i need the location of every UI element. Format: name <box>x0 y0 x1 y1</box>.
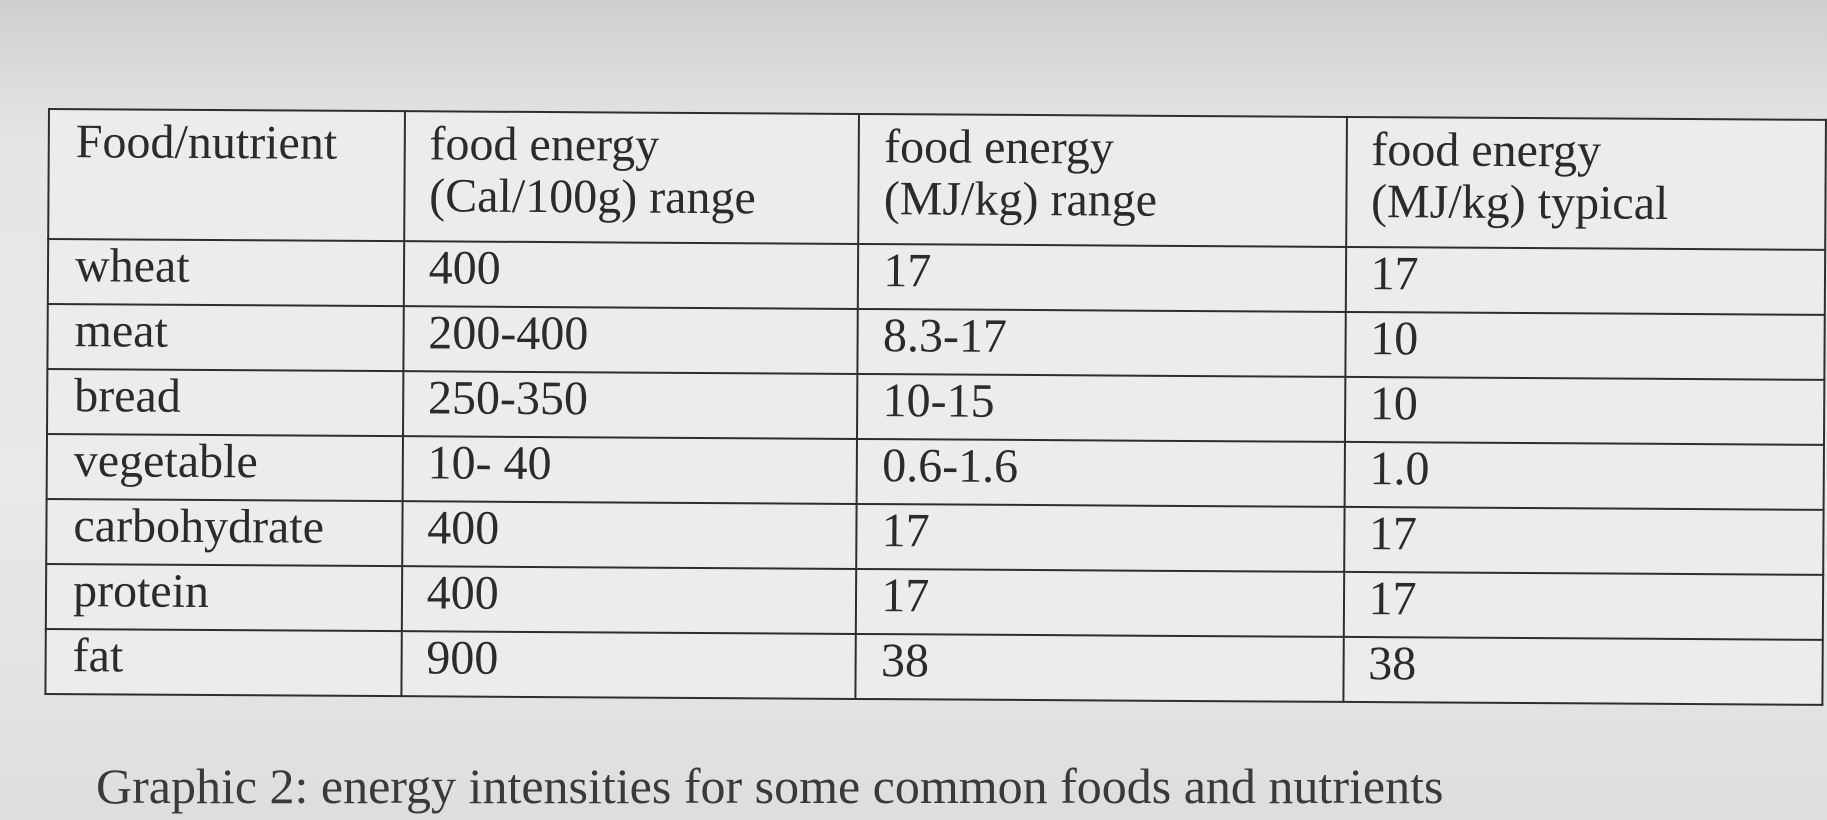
cell-mj-range: 0.6-1.6 <box>856 438 1345 507</box>
table-row: bread 250-350 10-15 10 <box>47 369 1825 445</box>
header-line: food energy <box>883 120 1114 175</box>
cell-mj-range: 8.3-17 <box>857 308 1346 377</box>
header-line: (Cal/100g) range <box>429 169 756 225</box>
cell-cal-range: 400 <box>401 566 857 634</box>
cell-mj-typical: 1.0 <box>1344 441 1824 510</box>
cell-cal-range: 400 <box>401 501 857 569</box>
cell-food: carbohydrate <box>46 498 403 567</box>
table-header-row: Food/nutrient food energy (Cal/100g) ran… <box>48 109 1826 250</box>
cell-mj-typical: 10 <box>1344 376 1825 445</box>
cell-food: fat <box>45 628 402 697</box>
table-row: meat 200-400 8.3-17 10 <box>47 304 1825 380</box>
cell-mj-range: 10-15 <box>857 373 1345 442</box>
cell-mj-range: 17 <box>856 568 1344 637</box>
header-line: (MJ/kg) range <box>883 172 1158 227</box>
header-line: food energy <box>429 117 660 172</box>
cell-mj-typical: 17 <box>1345 246 1826 315</box>
cell-food: meat <box>47 304 404 372</box>
cell-mj-range: 38 <box>855 633 1344 702</box>
cell-mj-range: 17 <box>856 503 1345 572</box>
table-row: vegetable 10- 40 0.6-1.6 1.0 <box>46 434 1824 510</box>
header-mj-typical: food energy (MJ/kg) typical <box>1345 116 1826 250</box>
cell-mj-typical: 10 <box>1344 311 1825 380</box>
cell-mj-typical: 38 <box>1342 636 1823 705</box>
cell-food: protein <box>45 563 402 632</box>
table-row: wheat 400 17 17 <box>47 239 1826 315</box>
cell-mj-typical: 17 <box>1343 506 1824 575</box>
cell-cal-range: 400 <box>403 241 859 309</box>
cell-cal-range: 10- 40 <box>402 436 858 504</box>
table-row: protein 400 17 17 <box>45 563 1824 640</box>
cell-cal-range: 250-350 <box>402 371 858 439</box>
figure-caption: Graphic 2: energy intensities for some c… <box>96 758 1444 814</box>
header-food-nutrient: Food/nutrient <box>48 109 405 242</box>
cell-mj-typical: 17 <box>1343 571 1824 640</box>
table-row: carbohydrate 400 17 17 <box>46 498 1824 575</box>
header-line: (MJ/kg) typical <box>1370 175 1669 230</box>
header-cal-range: food energy (Cal/100g) range <box>403 111 860 244</box>
header-mj-range: food energy (MJ/kg) range <box>858 113 1347 247</box>
cell-cal-range: 900 <box>401 631 857 699</box>
cell-food: bread <box>47 369 404 437</box>
food-energy-table: Food/nutrient food energy (Cal/100g) ran… <box>44 108 1827 706</box>
cell-food: vegetable <box>46 434 403 502</box>
header-line: food energy <box>1371 123 1602 178</box>
cell-cal-range: 200-400 <box>403 306 859 374</box>
cell-food: wheat <box>47 239 404 307</box>
cell-mj-range: 17 <box>858 243 1346 312</box>
header-line: Food/nutrient <box>75 115 338 170</box>
table-row: fat 900 38 38 <box>45 628 1823 705</box>
